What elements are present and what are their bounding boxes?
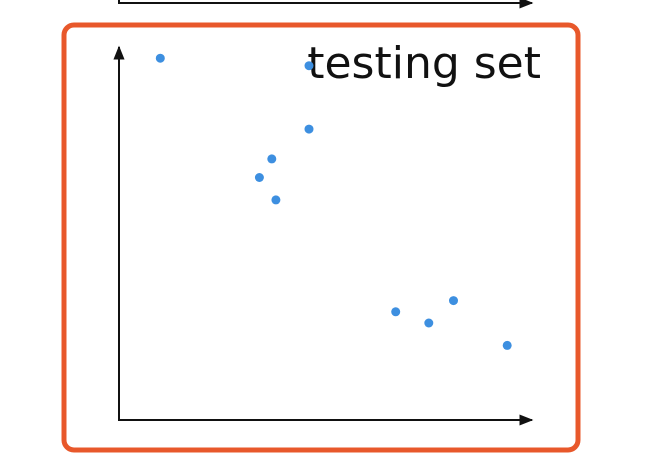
chart-frame (61, 22, 581, 453)
data-point (155, 53, 165, 63)
data-point (271, 195, 281, 205)
data-point (267, 154, 277, 164)
data-point (424, 318, 434, 328)
data-point (449, 296, 458, 306)
data-point (254, 173, 264, 182)
data-point (391, 307, 401, 317)
data-point (304, 124, 314, 134)
chart-title: testing set (307, 38, 541, 89)
data-point (304, 61, 314, 71)
data-point (502, 340, 512, 350)
data-points (155, 53, 512, 350)
